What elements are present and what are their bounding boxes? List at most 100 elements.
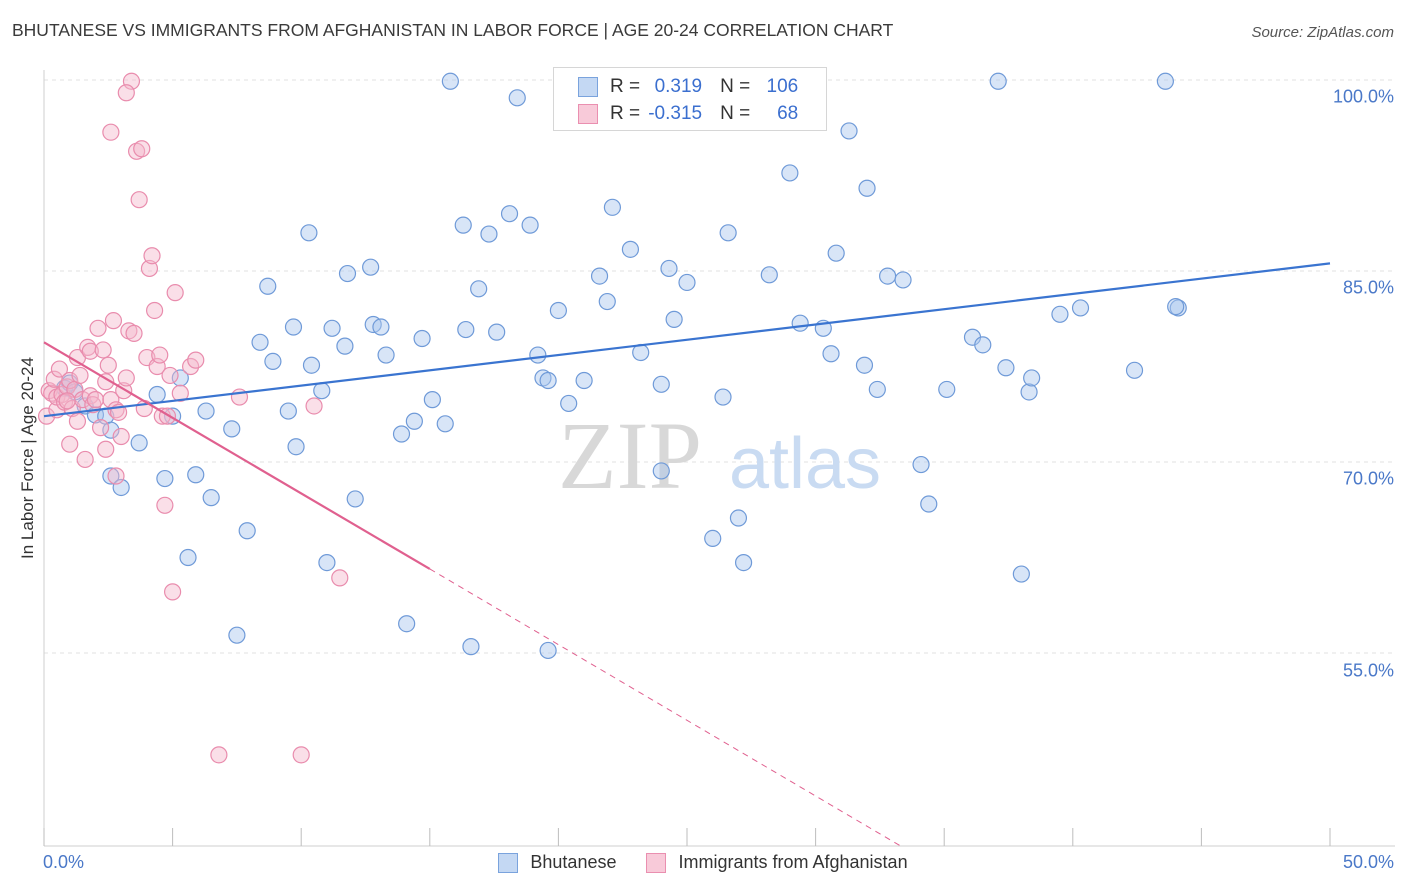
data-point — [665, 310, 683, 328]
data-point — [1071, 299, 1090, 317]
data-point — [1023, 369, 1041, 387]
data-point — [1167, 298, 1185, 316]
data-point — [974, 336, 992, 354]
data-point — [318, 553, 336, 572]
data-point — [920, 495, 938, 513]
data-point — [549, 301, 568, 320]
data-point — [97, 373, 115, 391]
data-point — [300, 224, 318, 242]
data-point — [840, 122, 858, 140]
data-point — [346, 490, 364, 508]
data-point — [61, 435, 79, 453]
data-point — [76, 450, 94, 469]
trend-line-afghanistan — [429, 568, 901, 847]
trend-line-bhutanese — [43, 262, 1331, 418]
data-point — [539, 641, 557, 660]
data-point — [912, 455, 930, 474]
data-point — [1156, 72, 1174, 90]
data-point — [729, 509, 748, 527]
watermark-atlas: atlas — [729, 424, 881, 504]
data-point — [894, 271, 912, 289]
data-point — [302, 356, 321, 374]
data-point — [590, 267, 609, 285]
watermark: ZIP atlas — [558, 402, 881, 509]
data-point — [462, 638, 480, 656]
data-point — [719, 224, 737, 242]
data-point — [470, 280, 488, 298]
data-point — [336, 337, 354, 355]
data-point — [171, 384, 189, 402]
data-point — [480, 225, 498, 243]
data-point — [760, 266, 778, 284]
legend-swatch-bhutanese — [498, 852, 519, 873]
data-point — [377, 346, 395, 364]
data-point — [143, 247, 161, 265]
data-point — [91, 419, 110, 437]
data-point — [264, 352, 282, 371]
data-point — [372, 318, 390, 336]
data-point — [704, 529, 722, 548]
data-point — [1125, 361, 1144, 379]
data-point — [791, 314, 809, 332]
legend-r-label: R = — [610, 103, 641, 124]
chart-title: BHUTANESE VS IMMIGRANTS FROM AFGHANISTAN… — [12, 20, 894, 40]
trend-line-afghanistan — [43, 341, 431, 570]
data-point — [488, 323, 506, 341]
data-point — [107, 401, 125, 419]
data-point — [50, 360, 69, 378]
data-point — [331, 569, 349, 587]
data-point — [117, 369, 135, 387]
legend-label-afghanistan: Immigrants from Afghanistan — [678, 852, 908, 872]
x-tick-max: 50.0% — [1342, 852, 1394, 872]
legend-r-value-blue: 0.319 — [654, 76, 703, 97]
data-point — [197, 402, 215, 420]
data-point — [102, 421, 120, 439]
data-point — [81, 342, 99, 360]
chart-source: Source: ZipAtlas.com — [1251, 24, 1394, 41]
axes — [43, 70, 1395, 847]
data-point — [156, 496, 174, 514]
data-point — [130, 191, 148, 209]
data-point — [284, 318, 303, 336]
legend-swatch-blue — [578, 77, 598, 97]
data-point — [392, 425, 411, 443]
data-point — [997, 359, 1015, 377]
data-point — [151, 346, 169, 364]
data-point — [529, 346, 547, 364]
data-point — [603, 198, 622, 216]
data-point — [279, 402, 297, 420]
x-tick-min: 0.0% — [43, 852, 85, 872]
data-point — [560, 394, 578, 413]
data-point — [238, 522, 256, 540]
series-legend: Bhutanese Immigrants from Afghanistan — [0, 852, 1406, 873]
data-point — [1020, 383, 1038, 401]
data-point — [140, 259, 159, 278]
data-point — [171, 369, 189, 387]
data-point — [89, 319, 107, 337]
legend-swatch-pink — [578, 104, 598, 124]
legend-row-bhutanese: R = 0.319 N = 106 — [578, 75, 798, 99]
data-point — [989, 72, 1007, 90]
data-point — [125, 324, 143, 342]
data-point — [827, 244, 845, 262]
data-point — [457, 320, 475, 339]
data-point — [734, 553, 753, 572]
data-point — [652, 375, 670, 393]
data-point — [621, 240, 640, 258]
afghanistan-points — [37, 72, 349, 764]
data-point — [521, 216, 539, 234]
data-point — [179, 548, 197, 567]
data-point — [187, 351, 205, 369]
legend-swatch-afghanistan — [646, 852, 667, 873]
y-tick-55: 55.0% — [1342, 660, 1394, 681]
data-point — [86, 391, 105, 409]
data-point — [61, 371, 79, 390]
y-tick-70: 70.0% — [1342, 468, 1394, 489]
legend-r-value-pink: -0.315 — [648, 103, 703, 124]
data-point — [104, 312, 123, 330]
data-point — [259, 277, 277, 295]
data-point — [71, 366, 89, 385]
data-point — [858, 179, 876, 197]
data-point — [107, 467, 125, 485]
